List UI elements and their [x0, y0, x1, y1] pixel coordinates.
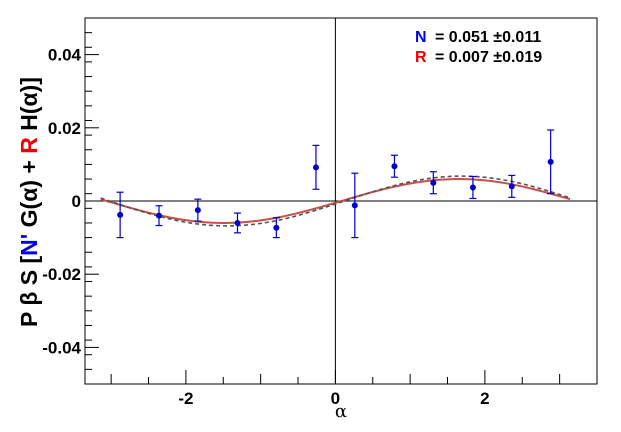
data-point: [273, 224, 280, 231]
legend-entry-n: N = 0.051 ±0.011: [415, 29, 541, 46]
data-point: [351, 202, 358, 209]
data-point: [430, 179, 437, 186]
x-tick-label: -2: [178, 389, 193, 408]
y-tick-label: -0.04: [42, 338, 81, 357]
data-point: [194, 207, 201, 214]
data-point: [547, 158, 554, 165]
x-tick-label: 2: [480, 389, 489, 408]
legend-entry-r: R = 0.007 ±0.019: [415, 49, 542, 66]
y-axis-title-part-4: R: [16, 137, 42, 154]
legend-label-r: R: [415, 49, 427, 66]
data-point: [508, 183, 515, 190]
fit-curve-solid: [100, 178, 571, 224]
y-axis-title-part-2: N': [16, 234, 42, 256]
y-tick-label: -0.02: [42, 265, 81, 284]
y-axis-title-part-3: G(α) +: [16, 154, 42, 234]
legend-label-n: N: [415, 29, 427, 46]
fit-curve-dashed: [100, 175, 571, 227]
data-point: [155, 212, 162, 219]
data-point: [234, 219, 241, 226]
legend-value-n: = 0.051 ±0.011: [435, 29, 541, 46]
data-point: [469, 184, 476, 191]
y-axis-title: P β S [N' G(α) + R H(α)]: [16, 77, 42, 327]
y-axis-title-part-1: P β S [: [16, 255, 42, 326]
y-axis-title-part-5: H(α)]: [16, 77, 42, 137]
legend: N = 0.051 ±0.011 R = 0.007 ±0.019: [415, 29, 542, 66]
x-axis-title: α: [335, 401, 347, 422]
data-point: [391, 163, 398, 170]
legend-value-r: = 0.007 ±0.019: [435, 49, 542, 66]
x-tick-label: 0: [331, 389, 340, 408]
y-tick-label: 0: [72, 192, 81, 211]
y-tick-label: 0.04: [48, 46, 82, 65]
y-tick-label: 0.02: [48, 119, 81, 138]
data-point: [117, 211, 124, 218]
data-point: [312, 164, 319, 171]
